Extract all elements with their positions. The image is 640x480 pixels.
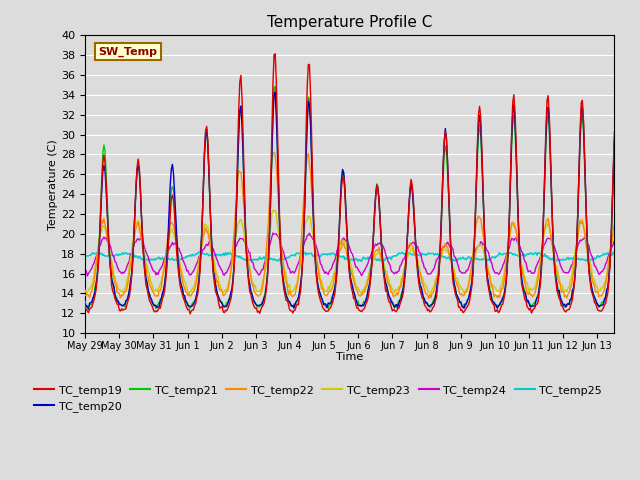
Text: SW_Temp: SW_Temp bbox=[99, 47, 157, 57]
TC_temp23 bbox=[271, 207, 279, 213]
TC_temp25 bbox=[564, 255, 572, 261]
TC_temp24 bbox=[405, 244, 413, 250]
TC_temp22 bbox=[246, 267, 253, 273]
TC_temp20 bbox=[611, 136, 618, 142]
TC_temp21 bbox=[271, 84, 279, 89]
Legend: TC_temp19, TC_temp20, TC_temp21, TC_temp22, TC_temp23, TC_temp24, TC_temp25: TC_temp19, TC_temp20, TC_temp21, TC_temp… bbox=[29, 380, 606, 417]
TC_temp19 bbox=[186, 311, 194, 317]
Y-axis label: Temperature (C): Temperature (C) bbox=[49, 139, 58, 229]
TC_temp23 bbox=[564, 285, 572, 291]
TC_temp24 bbox=[247, 256, 255, 262]
TC_temp19 bbox=[564, 307, 572, 313]
TC_temp19 bbox=[81, 306, 89, 312]
TC_temp21 bbox=[247, 287, 255, 293]
TC_temp24 bbox=[472, 245, 480, 251]
TC_temp25 bbox=[247, 257, 255, 263]
TC_temp19 bbox=[271, 51, 279, 57]
TC_temp23 bbox=[405, 251, 413, 256]
TC_temp20 bbox=[307, 121, 314, 127]
TC_temp24 bbox=[81, 267, 89, 273]
Line: TC_temp21: TC_temp21 bbox=[85, 86, 614, 309]
Title: Temperature Profile C: Temperature Profile C bbox=[267, 15, 433, 30]
TC_temp24 bbox=[380, 244, 387, 250]
TC_temp20 bbox=[84, 306, 92, 312]
TC_temp23 bbox=[81, 288, 89, 293]
TC_temp20 bbox=[564, 300, 572, 306]
TC_temp21 bbox=[611, 146, 618, 152]
TC_temp21 bbox=[564, 301, 572, 307]
TC_temp25 bbox=[472, 256, 480, 262]
TC_temp25 bbox=[380, 257, 387, 263]
TC_temp24 bbox=[307, 233, 314, 239]
TC_temp22 bbox=[611, 222, 618, 228]
TC_temp23 bbox=[472, 248, 480, 254]
TC_temp25 bbox=[305, 251, 313, 257]
Line: TC_temp25: TC_temp25 bbox=[85, 252, 614, 261]
TC_temp22 bbox=[305, 161, 313, 167]
TC_temp23 bbox=[380, 260, 387, 266]
X-axis label: Time: Time bbox=[336, 352, 364, 362]
TC_temp21 bbox=[472, 186, 480, 192]
TC_temp22 bbox=[81, 292, 89, 298]
Line: TC_temp23: TC_temp23 bbox=[85, 210, 614, 294]
TC_temp20 bbox=[472, 182, 480, 188]
TC_temp22 bbox=[472, 221, 480, 227]
TC_temp25 bbox=[195, 249, 203, 254]
TC_temp19 bbox=[380, 271, 387, 276]
Line: TC_temp22: TC_temp22 bbox=[85, 152, 614, 299]
TC_temp21 bbox=[405, 207, 413, 213]
TC_temp21 bbox=[307, 120, 314, 126]
TC_temp20 bbox=[405, 205, 413, 211]
TC_temp25 bbox=[81, 254, 89, 260]
TC_temp22 bbox=[378, 260, 386, 266]
TC_temp25 bbox=[611, 252, 618, 257]
TC_temp19 bbox=[247, 291, 255, 297]
TC_temp22 bbox=[270, 149, 278, 155]
TC_temp19 bbox=[405, 203, 413, 209]
TC_temp24 bbox=[564, 270, 572, 276]
TC_temp22 bbox=[425, 296, 433, 301]
TC_temp24 bbox=[611, 238, 618, 244]
TC_temp22 bbox=[404, 245, 412, 251]
TC_temp24 bbox=[83, 273, 91, 279]
TC_temp20 bbox=[271, 89, 279, 95]
TC_temp21 bbox=[81, 299, 89, 304]
TC_temp20 bbox=[380, 266, 387, 272]
TC_temp20 bbox=[247, 289, 255, 295]
TC_temp24 bbox=[269, 230, 277, 236]
TC_temp21 bbox=[380, 265, 387, 271]
TC_temp21 bbox=[152, 306, 160, 312]
TC_temp25 bbox=[358, 258, 365, 264]
TC_temp19 bbox=[611, 129, 618, 135]
TC_temp19 bbox=[307, 90, 314, 96]
Line: TC_temp19: TC_temp19 bbox=[85, 54, 614, 314]
Line: TC_temp20: TC_temp20 bbox=[85, 92, 614, 309]
TC_temp25 bbox=[405, 251, 413, 256]
TC_temp23 bbox=[358, 291, 365, 297]
TC_temp19 bbox=[472, 179, 480, 185]
TC_temp23 bbox=[611, 230, 618, 236]
Line: TC_temp24: TC_temp24 bbox=[85, 233, 614, 276]
TC_temp23 bbox=[305, 214, 313, 219]
TC_temp20 bbox=[81, 301, 89, 307]
TC_temp22 bbox=[564, 291, 572, 297]
TC_temp23 bbox=[246, 264, 253, 270]
